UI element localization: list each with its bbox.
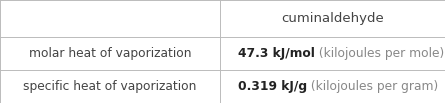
Text: 0.319 kJ/g: 0.319 kJ/g [238, 80, 307, 93]
Text: molar heat of vaporization: molar heat of vaporization [29, 47, 191, 60]
Text: (kilojoules per gram): (kilojoules per gram) [307, 80, 438, 93]
Text: (kilojoules per mole): (kilojoules per mole) [315, 47, 444, 60]
Text: specific heat of vaporization: specific heat of vaporization [24, 80, 197, 93]
Text: 47.3 kJ/mol: 47.3 kJ/mol [238, 47, 315, 60]
Text: cuminaldehyde: cuminaldehyde [281, 12, 384, 25]
